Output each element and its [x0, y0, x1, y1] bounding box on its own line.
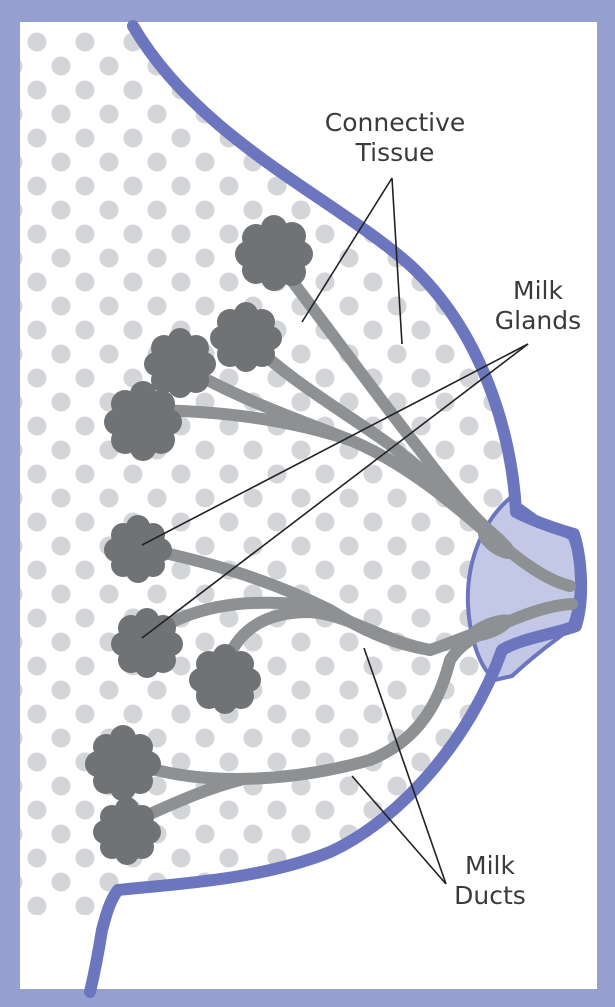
- duct-l3: [219, 605, 436, 671]
- label-milk-ducts: Milk Ducts: [430, 851, 550, 911]
- gland-2: [210, 302, 282, 372]
- gland-7: [189, 644, 261, 714]
- label-connective-tissue: Connective Tissue: [300, 108, 490, 168]
- gland-8: [85, 725, 161, 801]
- leader-md-2: [351, 775, 447, 885]
- gland-6: [111, 608, 183, 678]
- gland-4: [104, 381, 182, 461]
- gland-1: [235, 215, 313, 291]
- duct-u4: [134, 404, 501, 546]
- gland-3: [144, 328, 216, 398]
- gland-9: [93, 797, 161, 865]
- breast-outline: [84, 20, 588, 998]
- label-milk-glands: Milk Glands: [478, 276, 598, 336]
- label-connective-tissue-line2: Tissue: [355, 138, 435, 167]
- leader-ct-2: [391, 177, 403, 345]
- leader-mg-2: [141, 343, 529, 639]
- leader-lines: [141, 177, 529, 885]
- label-milk-ducts-line1: Milk: [465, 851, 515, 880]
- label-milk-ducts-line2: Ducts: [454, 881, 526, 910]
- label-milk-glands-line1: Milk: [513, 276, 563, 305]
- label-milk-glands-line2: Glands: [494, 306, 582, 335]
- duct-sinus-lower: [465, 614, 515, 642]
- gland-5: [104, 515, 172, 583]
- duct-l4: [119, 619, 506, 785]
- milk-glands: [85, 215, 313, 865]
- leader-mg-1: [141, 343, 529, 546]
- leader-md-1: [363, 647, 447, 885]
- leader-ct-1: [301, 177, 393, 323]
- label-connective-tissue-line1: Connective: [324, 108, 466, 137]
- duct-sinus-upper: [478, 528, 516, 560]
